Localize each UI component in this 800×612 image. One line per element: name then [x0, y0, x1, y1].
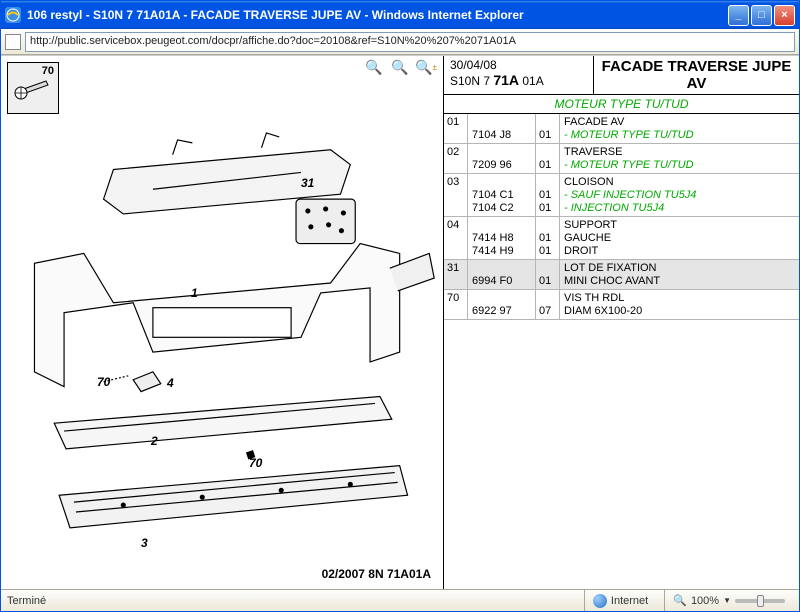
window-title: 106 restyl - S10N 7 71A01A - FACADE TRAV… [27, 8, 722, 22]
part-row: 706922 9707VIS TH RDLDIAM 6X100-20 [444, 290, 799, 320]
part-desc: TRAVERSE- MOTEUR TYPE TU/TUD [560, 144, 799, 173]
label-4: 4 [167, 376, 174, 390]
diagram: 70 [1, 56, 443, 589]
label-2: 2 [151, 434, 158, 448]
part-ref: 7104 C17104 C2 [468, 174, 536, 216]
part-index: 31 [444, 260, 468, 289]
part-row: 316994 F001LOT DE FIXATIONMINI CHOC AVAN… [444, 260, 799, 290]
part-desc: SUPPORTGAUCHEDROIT [560, 217, 799, 259]
part-qty: 01 [536, 144, 560, 173]
part-qty: 01 [536, 114, 560, 143]
label-3: 3 [141, 536, 148, 550]
zoom-out-icon[interactable]: 🔍 [391, 58, 409, 76]
part-ref: 7104 J8 [468, 114, 536, 143]
part-desc: FACADE AV- MOTEUR TYPE TU/TUD [560, 114, 799, 143]
diagram-pane: 🔍 🔍 🔍± 70 [1, 56, 443, 589]
part-qty: 0101 [536, 174, 560, 216]
part-index: 01 [444, 114, 468, 143]
zoom-tools: 🔍 🔍 🔍± [365, 58, 435, 76]
parts-pane: 30/04/08 S10N 7 71A 01A FACADE TRAVERSE … [443, 56, 799, 589]
part-desc: LOT DE FIXATIONMINI CHOC AVANT [560, 260, 799, 289]
ie-icon [5, 7, 21, 23]
header-ref: S10N 7 71A 01A [450, 72, 587, 88]
maximize-button[interactable]: □ [751, 5, 772, 26]
part-desc: CLOISON- SAUF INJECTION TU5J4- INJECTION… [560, 174, 799, 216]
status-zoom[interactable]: 🔍 100% ▼ [664, 590, 793, 611]
parts-drawing [1, 56, 443, 589]
label-1: 1 [191, 286, 198, 300]
part-row: 047414 H87414 H90101SUPPORTGAUCHEDROIT [444, 217, 799, 260]
zoom-thumb[interactable] [757, 595, 764, 607]
titlebar: 106 restyl - S10N 7 71A01A - FACADE TRAV… [1, 1, 799, 29]
parts-table: 017104 J801FACADE AV- MOTEUR TYPE TU/TUD… [444, 114, 799, 589]
ie-window: 106 restyl - S10N 7 71A01A - FACADE TRAV… [0, 0, 800, 612]
label-70a: 70 [97, 375, 110, 389]
part-qty: 01 [536, 260, 560, 289]
status-zone: Internet [584, 590, 656, 611]
part-qty: 07 [536, 290, 560, 319]
part-row: 037104 C17104 C20101CLOISON- SAUF INJECT… [444, 174, 799, 217]
header-row: 30/04/08 S10N 7 71A 01A FACADE TRAVERSE … [444, 56, 799, 95]
part-desc: VIS TH RDLDIAM 6X100-20 [560, 290, 799, 319]
part-ref: 7209 96 [468, 144, 536, 173]
zoom-fit-icon[interactable]: 🔍± [417, 58, 435, 76]
part-qty: 0101 [536, 217, 560, 259]
window-buttons: _ □ × [728, 5, 795, 26]
content-area: 🔍 🔍 🔍± 70 [1, 55, 799, 589]
zoom-slider[interactable] [735, 599, 785, 603]
part-index: 70 [444, 290, 468, 319]
zoom-label: 🔍 [673, 594, 687, 607]
minimize-button[interactable]: _ [728, 5, 749, 26]
part-row: 027209 9601TRAVERSE- MOTEUR TYPE TU/TUD [444, 144, 799, 174]
page-icon [5, 34, 21, 50]
status-done: Terminé [7, 595, 576, 607]
close-button[interactable]: × [774, 5, 795, 26]
part-index: 04 [444, 217, 468, 259]
zone-label: Internet [611, 595, 648, 607]
header-left: 30/04/08 S10N 7 71A 01A [444, 56, 594, 94]
label-70b: 70 [249, 456, 262, 470]
address-bar: http://public.servicebox.peugeot.com/doc… [1, 29, 799, 55]
header-title: FACADE TRAVERSE JUPE AV [594, 56, 799, 94]
label-31: 31 [301, 176, 314, 190]
diagram-footer: 02/2007 8N 71A01A [322, 567, 431, 581]
zoom-in-icon[interactable]: 🔍 [365, 58, 383, 76]
header-date: 30/04/08 [450, 58, 587, 72]
part-ref: 7414 H87414 H9 [468, 217, 536, 259]
status-bar: Terminé Internet 🔍 100% ▼ [1, 589, 799, 611]
motor-row: MOTEUR TYPE TU/TUD [444, 95, 799, 114]
url-field[interactable]: http://public.servicebox.peugeot.com/doc… [25, 32, 795, 52]
globe-icon [593, 594, 607, 608]
part-ref: 6922 97 [468, 290, 536, 319]
part-row: 017104 J801FACADE AV- MOTEUR TYPE TU/TUD [444, 114, 799, 144]
part-ref: 6994 F0 [468, 260, 536, 289]
zoom-value: 100% [691, 595, 719, 607]
chevron-down-icon: ▼ [723, 596, 731, 605]
part-index: 03 [444, 174, 468, 216]
part-index: 02 [444, 144, 468, 173]
